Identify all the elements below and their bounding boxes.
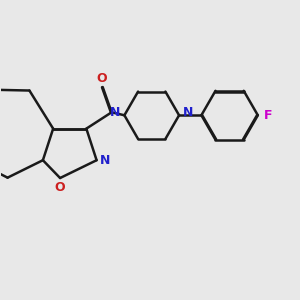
Text: O: O [55,181,65,194]
Text: N: N [110,106,121,119]
Text: O: O [96,72,106,85]
Text: F: F [264,109,272,122]
Text: N: N [100,154,111,167]
Text: N: N [183,106,193,119]
